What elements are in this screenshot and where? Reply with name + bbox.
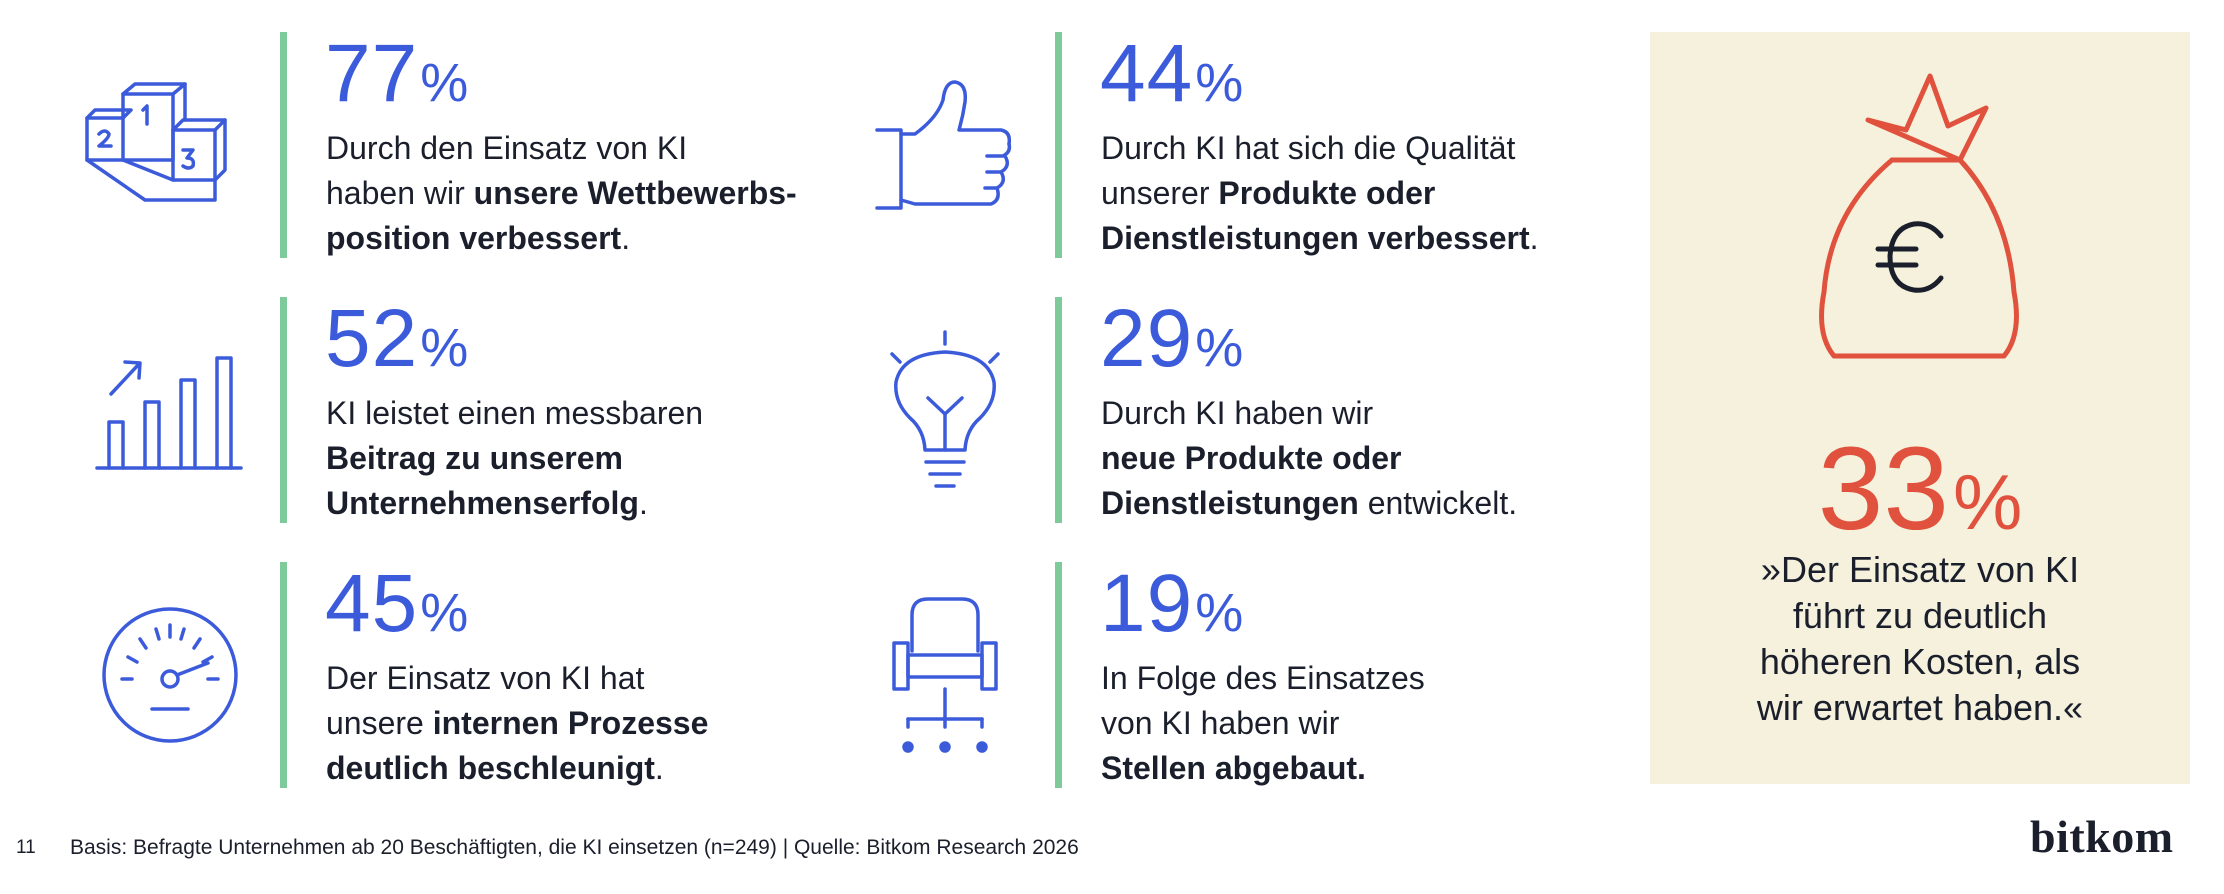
highlight-unit: % (1952, 458, 2023, 546)
highlight-number: 33 (1817, 423, 1949, 555)
quote-line: höheren Kosten, als (1759, 641, 2081, 682)
text-run: . (621, 220, 631, 256)
accent-bar (280, 32, 287, 258)
money-bag-euro-icon (1810, 72, 2030, 377)
bold-text-run: Beitrag zu unserem (326, 440, 623, 476)
stat-number: 44 (1100, 28, 1194, 119)
text-run: Durch KI haben wir (1101, 395, 1374, 431)
stat-value: 77% (325, 32, 468, 116)
text-run: unserer (1101, 175, 1219, 211)
lightbulb-icon (845, 297, 1045, 523)
stat-number: 52 (325, 293, 419, 384)
bold-text-run: neue Produkte oder (1101, 440, 1402, 476)
accent-bar (1055, 562, 1062, 788)
quote-line: wir erwartet haben.« (1756, 687, 2084, 728)
highlight-panel: 33% »Der Einsatz von KI führt zu deutlic… (1650, 32, 2190, 784)
accent-bar (280, 562, 287, 788)
text-run: von KI haben wir (1101, 705, 1340, 741)
quote-line: »Der Einsatz von KI (1760, 549, 2080, 590)
stat-value: 19% (1100, 562, 1243, 646)
text-run: . (1529, 220, 1539, 256)
text-run: unsere (326, 705, 433, 741)
text-run: In Folge des Einsatzes (1101, 660, 1425, 696)
stat-unit: % (1195, 583, 1244, 643)
bar-chart-icon (70, 297, 270, 523)
stat-unit: % (420, 583, 469, 643)
stat-block-new-products: 29% Durch KI haben wir neue Produkte oder… (845, 297, 1605, 523)
stat-unit: % (1195, 53, 1244, 113)
highlight-quote: »Der Einsatz von KI führt zu deutlich hö… (1670, 547, 2170, 731)
stat-number: 29 (1100, 293, 1194, 384)
stat-block-competitive-position: 77% Durch den Einsatz von KI haben wir un… (70, 32, 830, 258)
text-run: . (638, 485, 648, 521)
stat-description: Durch KI haben wir neue Produkte oder Dien… (1101, 391, 1621, 526)
stat-description: KI leistet einen messbaren Beitrag zu uns… (326, 391, 846, 526)
text-run: haben wir (326, 175, 474, 211)
speedometer-icon (70, 562, 270, 788)
stat-number: 45 (325, 558, 419, 649)
quote-line: führt zu deutlich (1792, 595, 2048, 636)
podium-icon (70, 32, 270, 258)
text-run: Durch den Einsatz von KI (326, 130, 688, 166)
text-run: entwickelt. (1358, 485, 1518, 521)
bold-text-run: Produkte oder (1218, 175, 1436, 211)
stat-value: 29% (1100, 297, 1243, 381)
stat-unit: % (1195, 318, 1244, 378)
stat-value: 52% (325, 297, 468, 381)
stat-description: Durch KI hat sich die Qualität unserer Pr… (1101, 126, 1621, 261)
stat-block-business-success: 52% KI leistet einen messbaren Beitrag zu… (70, 297, 830, 523)
bold-text-run: Unternehmenserfolg (326, 485, 639, 521)
bold-text-run: Dienstleistungen verbessert (1101, 220, 1530, 256)
bitkom-logo: bitkom (2030, 811, 2174, 862)
stat-description: Der Einsatz von KI hat unsere internen Pr… (326, 656, 846, 791)
source-note: Basis: Befragte Unternehmen ab 20 Beschä… (70, 836, 1079, 859)
stat-description: Durch den Einsatz von KI haben wir unsere… (326, 126, 846, 261)
stat-unit: % (420, 53, 469, 113)
stat-unit: % (420, 318, 469, 378)
office-chair-icon (845, 562, 1045, 788)
highlight-value: 33% (1650, 430, 2190, 561)
page-number: 11 (16, 837, 36, 858)
stat-number: 19 (1100, 558, 1194, 649)
stat-value: 44% (1100, 32, 1243, 116)
thumbs-up-icon (845, 32, 1045, 258)
bold-text-run: Stellen abgebaut. (1101, 750, 1366, 786)
accent-bar (1055, 32, 1062, 258)
bold-text-run: internen Prozesse (432, 705, 709, 741)
text-run: . (654, 750, 664, 786)
stat-block-internal-processes: 45% Der Einsatz von KI hat unsere interne… (70, 562, 830, 788)
text-run: KI leistet einen messbaren (326, 395, 704, 431)
stat-value: 45% (325, 562, 468, 646)
accent-bar (280, 297, 287, 523)
accent-bar (1055, 297, 1062, 523)
stat-number: 77 (325, 28, 419, 119)
bold-text-run: unsere Wettbewerbs- (473, 175, 797, 211)
text-run: Durch KI hat sich die Qualität (1101, 130, 1516, 166)
stat-block-job-cuts: 19% In Folge des Einsatzes von KI haben w… (845, 562, 1605, 788)
bold-text-run: deutlich beschleunigt (326, 750, 655, 786)
text-run: Der Einsatz von KI hat (326, 660, 645, 696)
bold-text-run: position verbessert (326, 220, 622, 256)
stat-description: In Folge des Einsatzes von KI haben wir St… (1101, 656, 1621, 791)
bold-text-run: Dienstleistungen (1101, 485, 1359, 521)
stat-block-product-quality: 44% Durch KI hat sich die Qualität unsere… (845, 32, 1605, 258)
